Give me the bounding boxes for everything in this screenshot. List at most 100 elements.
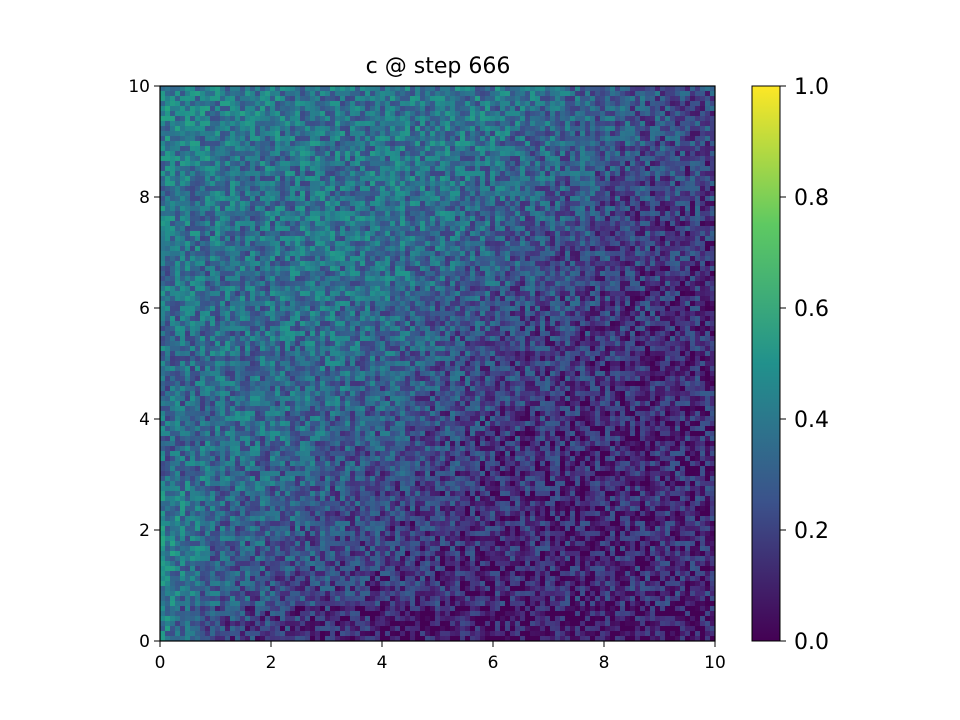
heatmap-cell	[270, 91, 276, 97]
heatmap-cell	[410, 256, 416, 262]
heatmap-cell	[555, 256, 561, 262]
heatmap-cell	[300, 271, 306, 277]
heatmap-cell	[495, 286, 501, 292]
heatmap-cell	[435, 226, 441, 232]
heatmap-cell	[215, 251, 221, 257]
heatmap-cell	[605, 156, 611, 162]
heatmap-cell	[540, 206, 546, 212]
heatmap-cell	[575, 296, 581, 302]
heatmap-cell	[335, 261, 341, 267]
heatmap-cell	[245, 271, 251, 277]
heatmap-cell	[520, 141, 526, 147]
heatmap-cell	[215, 176, 221, 182]
heatmap-cell	[190, 216, 196, 222]
heatmap-cell	[515, 111, 521, 117]
heatmap-cell	[670, 121, 676, 127]
heatmap-cell	[645, 161, 651, 167]
heatmap-cell	[665, 171, 671, 177]
heatmap-cell	[320, 151, 326, 157]
heatmap-cell	[345, 191, 351, 197]
heatmap-cell	[650, 86, 656, 92]
heatmap-cell	[310, 141, 316, 147]
heatmap-cell	[270, 301, 276, 307]
heatmap-cell	[535, 116, 541, 122]
heatmap-cell	[565, 151, 571, 157]
heatmap-cell	[675, 176, 681, 182]
heatmap-cell	[435, 251, 441, 257]
heatmap-cell	[370, 136, 376, 142]
heatmap-cell	[165, 216, 171, 222]
heatmap-cell	[610, 181, 616, 187]
heatmap-cell	[460, 216, 466, 222]
heatmap-cell	[315, 206, 321, 212]
heatmap-cell	[160, 106, 166, 112]
heatmap-cell	[195, 231, 201, 237]
heatmap-cell	[655, 231, 661, 237]
heatmap-cell	[515, 271, 521, 277]
heatmap-cell	[190, 121, 196, 127]
heatmap-cell	[550, 226, 556, 232]
heatmap-cell	[665, 206, 671, 212]
heatmap-cell	[275, 106, 281, 112]
heatmap-cell	[490, 131, 496, 137]
heatmap-cell	[350, 276, 356, 282]
heatmap-cell	[640, 86, 646, 92]
heatmap-cell	[470, 86, 476, 92]
heatmap-cell	[550, 216, 556, 222]
heatmap-cell	[645, 171, 651, 177]
heatmap-cell	[585, 291, 591, 297]
heatmap-cell	[230, 186, 236, 192]
heatmap-cell	[590, 226, 596, 232]
heatmap-cell	[285, 206, 291, 212]
heatmap-cell	[370, 146, 376, 152]
heatmap-cell	[545, 151, 551, 157]
heatmap-cell	[560, 271, 566, 277]
heatmap-cell	[565, 256, 571, 262]
heatmap-cell	[540, 291, 546, 297]
heatmap-cell	[665, 126, 671, 132]
heatmap-cell	[370, 166, 376, 172]
heatmap-cell	[405, 106, 411, 112]
heatmap-cell	[430, 301, 436, 307]
heatmap-cell	[650, 286, 656, 292]
heatmap-cell	[445, 161, 451, 167]
heatmap-cell	[435, 271, 441, 277]
heatmap-cell	[175, 151, 181, 157]
heatmap-cell	[635, 136, 641, 142]
heatmap-cell	[710, 136, 716, 142]
heatmap-cell	[365, 196, 371, 202]
heatmap-cell	[245, 136, 251, 142]
heatmap-cell	[345, 86, 351, 92]
heatmap-cell	[455, 206, 461, 212]
heatmap-cell	[630, 286, 636, 292]
heatmap-cell	[425, 196, 431, 202]
heatmap-cell	[250, 156, 256, 162]
heatmap-cell	[250, 236, 256, 242]
heatmap-cell	[420, 126, 426, 132]
heatmap-cell	[315, 181, 321, 187]
heatmap-cell	[410, 296, 416, 302]
heatmap-cell	[625, 206, 631, 212]
heatmap-cell	[400, 296, 406, 302]
heatmap-cell	[315, 306, 321, 312]
heatmap-cell	[430, 241, 436, 247]
heatmap-cell	[345, 176, 351, 182]
heatmap-cell	[710, 211, 716, 217]
heatmap-cell	[455, 231, 461, 237]
heatmap-cell	[590, 141, 596, 147]
heatmap-cell	[645, 116, 651, 122]
heatmap-cell	[280, 221, 286, 227]
heatmap-cell	[565, 286, 571, 292]
heatmap-cell	[205, 266, 211, 272]
heatmap-cell	[310, 126, 316, 132]
heatmap-cell	[340, 186, 346, 192]
heatmap-cell	[655, 171, 661, 177]
heatmap-cell	[160, 181, 166, 187]
heatmap-cell	[550, 251, 556, 257]
heatmap-cell	[635, 291, 641, 297]
heatmap-cell	[235, 166, 241, 172]
heatmap-cell	[630, 131, 636, 137]
heatmap-cell	[570, 291, 576, 297]
heatmap-cell	[630, 86, 636, 92]
heatmap-cell	[230, 251, 236, 257]
